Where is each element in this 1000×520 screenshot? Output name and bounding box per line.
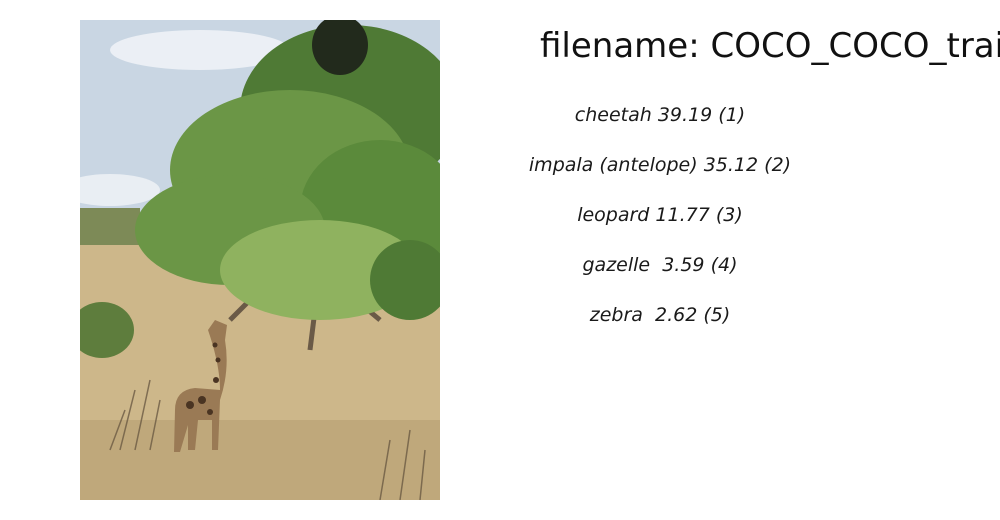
distant-treeline	[80, 208, 140, 248]
prediction-rank: (2)	[764, 154, 792, 176]
cloud	[110, 30, 290, 70]
prediction-item: gazelle 3.59 (4)	[510, 253, 810, 277]
grass-shadow	[80, 420, 440, 500]
prediction-label: zebra	[589, 304, 643, 326]
filename-value: COCO_COCO_train	[710, 26, 1000, 66]
prediction-score: 11.77	[655, 204, 710, 226]
prediction-score: 35.12	[703, 154, 759, 176]
giraffe-photo	[80, 20, 440, 500]
dry-shrubs	[109, 379, 426, 500]
prediction-rank: (3)	[715, 204, 743, 226]
prediction-label: impala (antelope)	[528, 154, 698, 176]
prediction-label: gazelle	[582, 254, 651, 276]
prediction-score: 3.59	[656, 254, 705, 276]
giraffe	[174, 320, 227, 452]
prediction-item: impala (antelope) 35.12 (2)	[510, 153, 810, 177]
prediction-rank: (5)	[703, 304, 731, 326]
prediction-label: leopard	[577, 204, 650, 226]
prediction-item: leopard 11.77 (3)	[510, 203, 810, 227]
prediction-score: 39.19	[657, 104, 713, 126]
cloud	[80, 174, 160, 206]
prediction-item: cheetah 39.19 (1)	[510, 103, 810, 127]
filename-label: filename:	[540, 26, 700, 66]
left-bush	[80, 302, 134, 358]
prediction-label: cheetah	[574, 104, 652, 126]
prediction-score: 2.62	[648, 304, 698, 326]
prediction-rank: (1)	[718, 104, 746, 126]
prediction-rank: (4)	[710, 254, 738, 276]
filename-title: filename: COCO_COCO_train	[540, 24, 1000, 68]
prediction-item: zebra 2.62 (5)	[510, 303, 810, 327]
tree-foliage	[135, 20, 440, 320]
